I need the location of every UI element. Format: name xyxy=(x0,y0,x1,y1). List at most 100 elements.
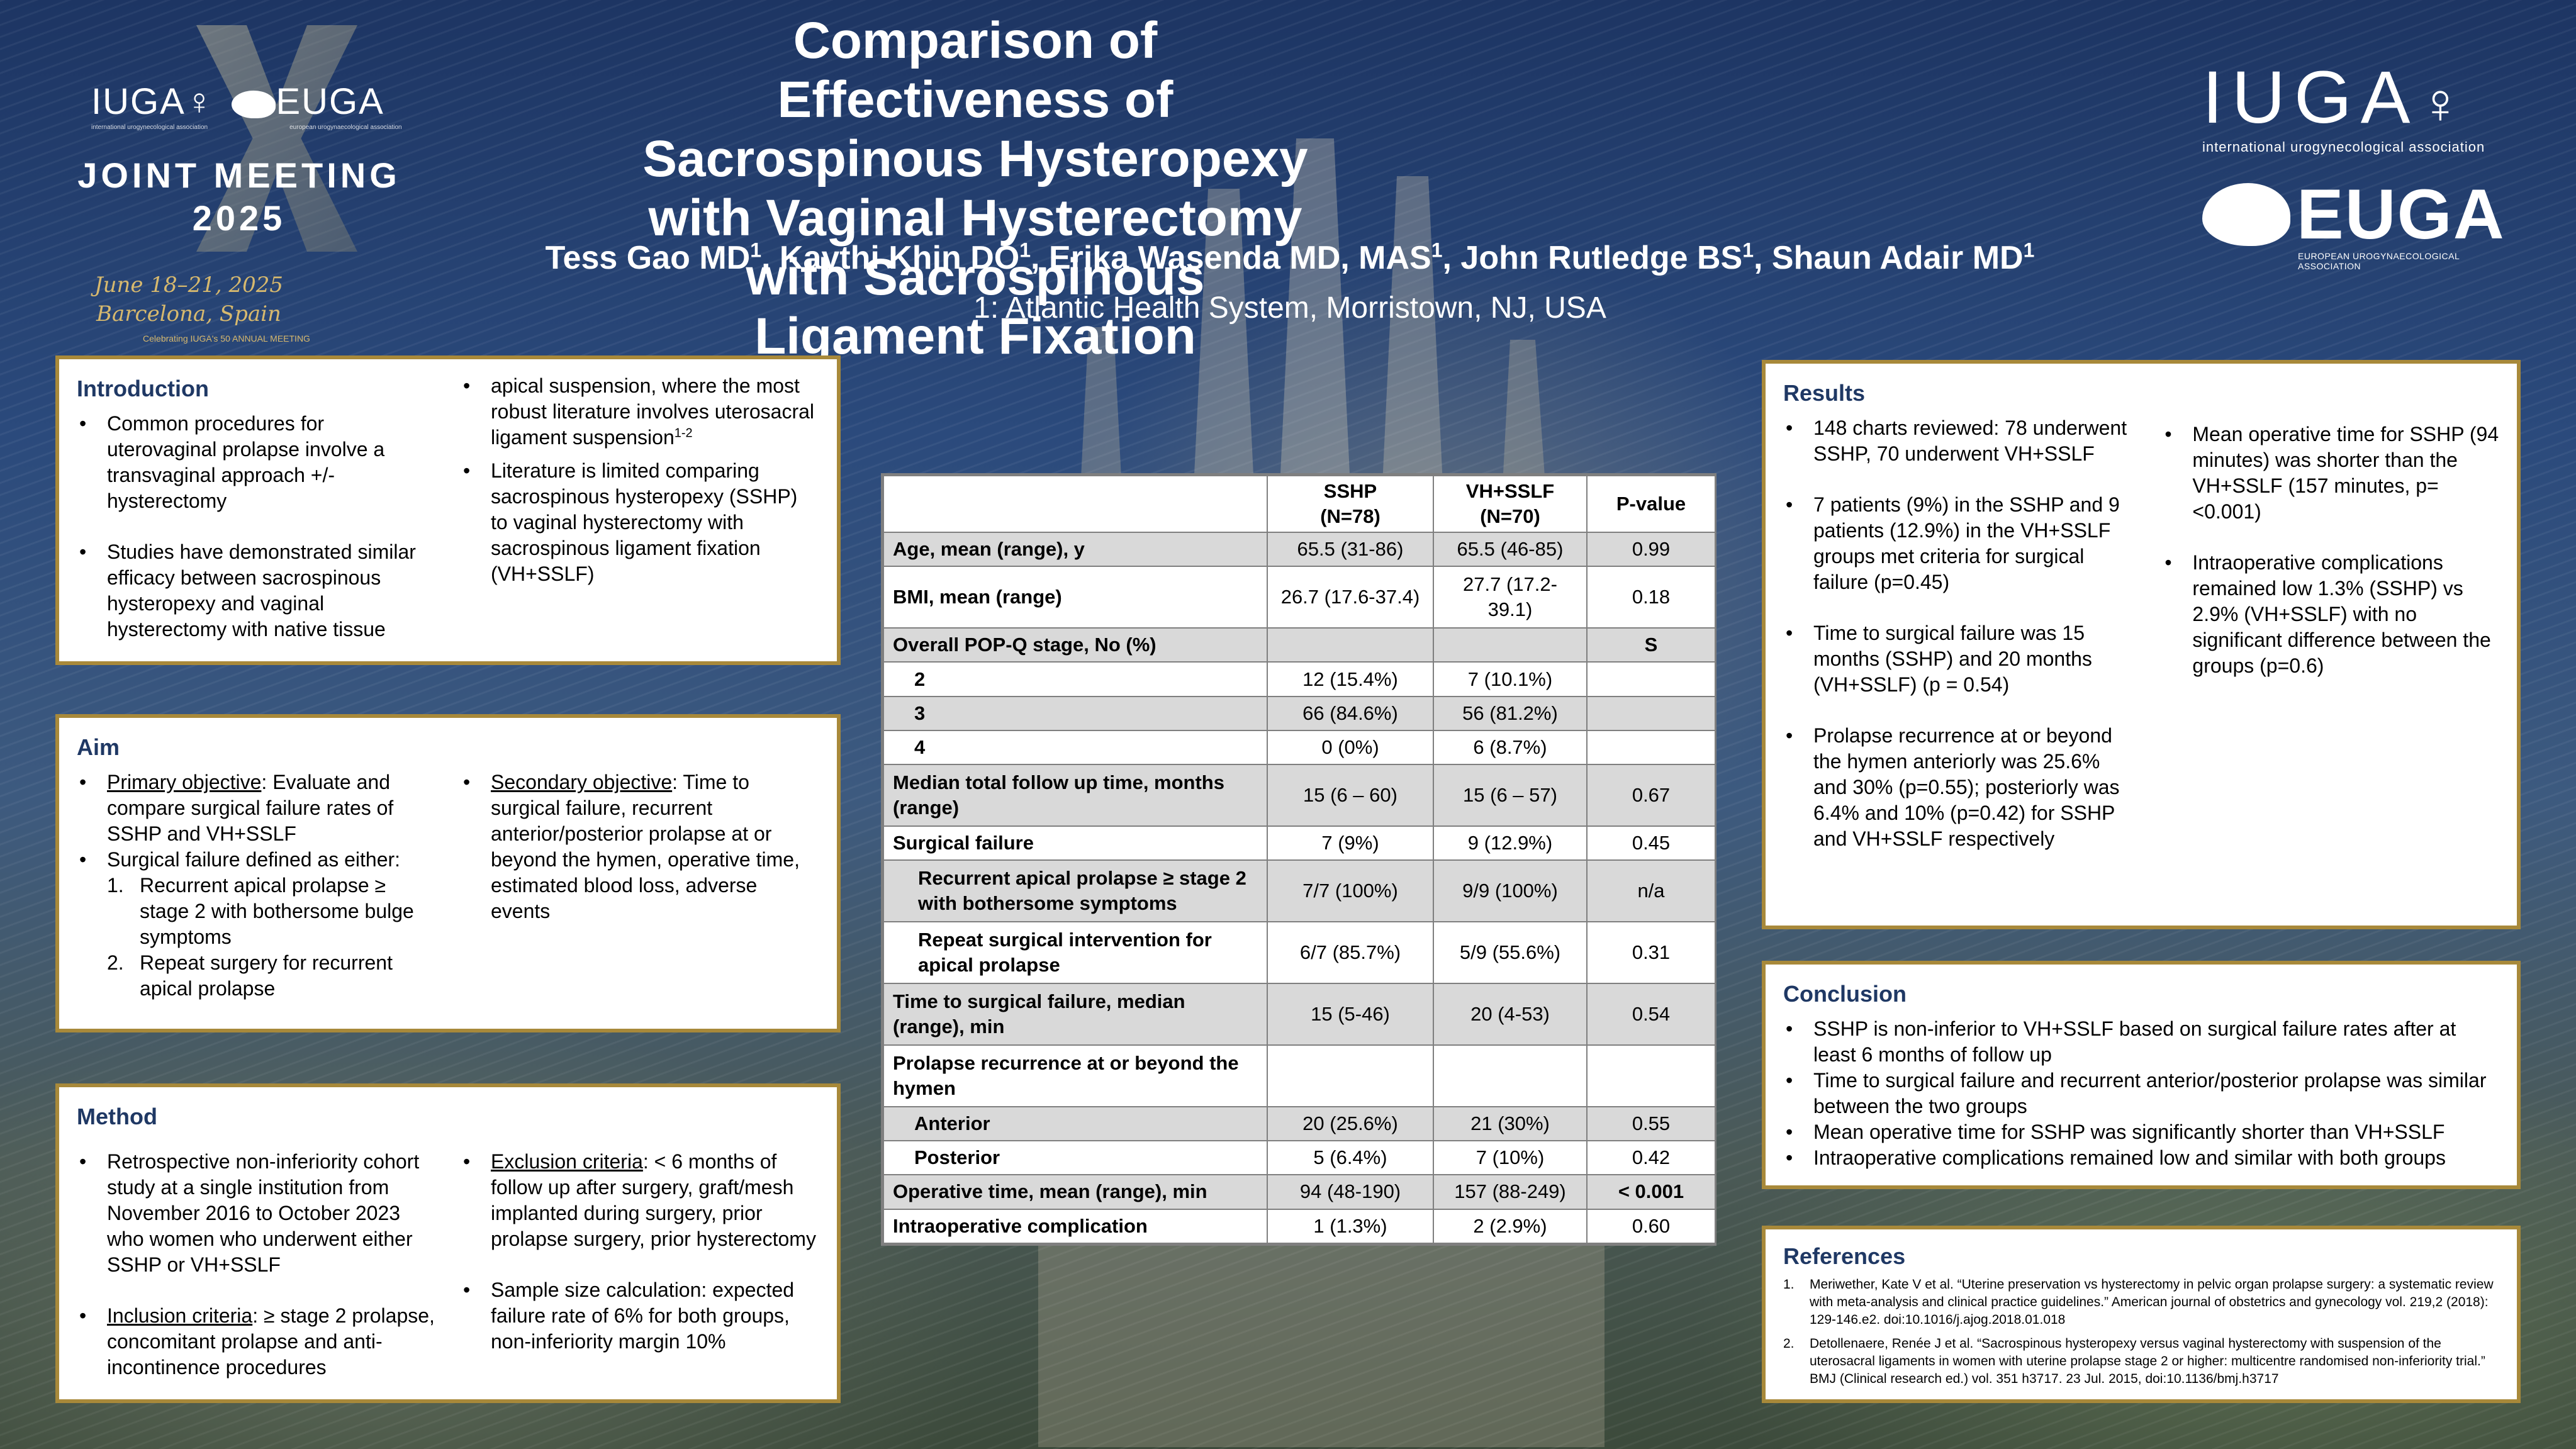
cell-vh-sslf: 65.5 (46-85) xyxy=(1433,531,1588,568)
table-row: Anterior 20 (25.6%) 21 (30%) 0.55 xyxy=(883,1105,1716,1141)
method-heading: Method xyxy=(77,1104,157,1129)
column-header-sshp: SSHP (N=78) xyxy=(1267,475,1434,533)
results-table: SSHP (N=78) VH+SSLF (N=70) P-value Age, me… xyxy=(883,475,1716,1244)
cell-vh-sslf: 56 (81.2%) xyxy=(1433,695,1588,732)
cell-p-value: 0.99 xyxy=(1586,531,1716,568)
cell-vh-sslf: 9/9 (100%) xyxy=(1433,859,1588,923)
cell-sshp: 15 (5-46) xyxy=(1267,983,1434,1046)
table-row: 2 12 (15.4%) 7 (10.1%) xyxy=(883,661,1716,697)
cell-p-value: S xyxy=(1586,627,1716,663)
iuga-euga-joint-meeting-logo: IUGA♀ EUGA international urogynecologica… xyxy=(63,25,415,344)
list-item: SSHP is non-inferior to VH+SSLF based on… xyxy=(1783,1016,2499,1068)
column-header-vh-sslf: VH+SSLF (N=70) xyxy=(1433,475,1588,533)
aim-heading: Aim xyxy=(77,734,120,760)
event-location: Barcelona, Spain xyxy=(96,301,281,327)
list-item: Exclusion criteria: < 6 months of follow… xyxy=(461,1149,819,1252)
logo-left-iuga: IUGA xyxy=(91,81,186,122)
cell-vh-sslf xyxy=(1433,1044,1588,1107)
logo-right-iuga: IUGA xyxy=(2202,56,2419,139)
list-item: 1. Recurrent apical prolapse ≥ stage 2 wi… xyxy=(107,874,414,948)
list-item: Intraoperative complications remained lo… xyxy=(1783,1145,2499,1171)
list-item: Studies have demonstrated similar effica… xyxy=(77,539,435,642)
cell-sshp: 94 (48-190) xyxy=(1267,1174,1434,1210)
results-table-container: SSHP (N=78) VH+SSLF (N=70) P-value Age, me… xyxy=(881,473,1716,1246)
euga-blob-icon xyxy=(2202,183,2290,246)
cell-p-value: 0.67 xyxy=(1586,764,1716,827)
logo-left-iuga-sub: international urogynecological associati… xyxy=(91,124,208,131)
cell-sshp: 6/7 (85.7%) xyxy=(1267,921,1434,984)
female-symbol-icon: ♀ xyxy=(2419,72,2470,135)
references-heading: References xyxy=(1783,1243,1906,1269)
list-item: 7 patients (9%) in the SSHP and 9 patien… xyxy=(1783,492,2137,595)
table-row: 3 66 (84.6%) 56 (81.2%) xyxy=(883,695,1716,732)
cell-vh-sslf: 15 (6 – 57) xyxy=(1433,764,1588,827)
cell-sshp: 1 (1.3%) xyxy=(1267,1208,1434,1244)
cell-sshp: 7 (9%) xyxy=(1267,825,1434,861)
author-list: Tess Gao MD1, Kaythi Khin DO1, Erika Was… xyxy=(545,238,2035,276)
table-row: Recurrent apical prolapse ≥ stage 2 with… xyxy=(883,859,1716,923)
list-item: Sample size calculation: expected failur… xyxy=(461,1277,819,1355)
table-row: Posterior 5 (6.4%) 7 (10%) 0.42 xyxy=(883,1139,1716,1176)
logo-left-euga: EUGA xyxy=(276,81,384,122)
cell-sshp: 15 (6 – 60) xyxy=(1267,764,1434,827)
list-item: Mean operative time for SSHP (94 minutes… xyxy=(2162,422,2499,525)
cell-p-value xyxy=(1586,1044,1716,1107)
cell-sshp xyxy=(1267,627,1434,663)
list-item: Retrospective non-inferiority cohort stu… xyxy=(77,1149,435,1278)
row-label: Operative time, mean (range), min xyxy=(883,1174,1268,1210)
event-date: June 18–21, 2025 xyxy=(94,272,284,298)
logo-right-iuga-sub: international urogynecological associati… xyxy=(2202,139,2485,155)
row-label: 4 xyxy=(883,730,1268,766)
cell-p-value xyxy=(1586,695,1716,732)
column-header-p-value: P-value xyxy=(1586,475,1716,533)
cell-p-value: 0.55 xyxy=(1586,1105,1716,1141)
list-item: 2. Repeat surgery for recurrent apical pr… xyxy=(107,951,393,1000)
aim-panel: Aim Primary objective: Evaluate and comp… xyxy=(55,714,841,1032)
table-row: Prolapse recurrence at or beyond the hym… xyxy=(883,1044,1716,1107)
cell-p-value: 0.54 xyxy=(1586,983,1716,1046)
female-symbol-icon: ♀ xyxy=(185,81,215,122)
row-label: Overall POP-Q stage, No (%) xyxy=(883,627,1268,663)
list-item: Common procedures for uterovaginal prola… xyxy=(77,411,435,514)
table-row: Operative time, mean (range), min 94 (48-… xyxy=(883,1174,1716,1210)
row-label: Repeat surgical intervention for apical … xyxy=(883,921,1268,984)
table-row: Age, mean (range), y 65.5 (31-86) 65.5 (46… xyxy=(883,531,1716,568)
event-name: JOINT MEETING xyxy=(77,155,401,195)
cell-sshp: 20 (25.6%) xyxy=(1267,1105,1434,1141)
iuga-euga-logo: IUGA♀ international urogynecological ass… xyxy=(2202,60,2511,271)
cell-vh-sslf: 6 (8.7%) xyxy=(1433,730,1588,766)
cell-sshp: 66 (84.6%) xyxy=(1267,695,1434,732)
conclusion-heading: Conclusion xyxy=(1783,981,1907,1007)
cell-sshp: 12 (15.4%) xyxy=(1267,661,1434,697)
list-item: Prolapse recurrence at or beyond the hym… xyxy=(1783,723,2137,852)
cell-vh-sslf: 21 (30%) xyxy=(1433,1105,1588,1141)
row-label: Surgical failure xyxy=(883,825,1268,861)
list-item: Literature is limited comparing sacrospi… xyxy=(461,458,819,587)
poster-title: Comparison of Effectiveness of Sacrospin… xyxy=(642,12,1308,365)
reference-item: 1. Meriwether, Kate V et al. “Uterine pre… xyxy=(1783,1277,2494,1327)
row-label: Posterior xyxy=(883,1139,1268,1176)
table-row: Intraoperative complication 1 (1.3%) 2 (2.… xyxy=(883,1208,1716,1244)
list-item-continued: • apical suspension, where the most robus… xyxy=(461,373,819,450)
cell-sshp: 65.5 (31-86) xyxy=(1267,531,1434,568)
event-year: 2025 xyxy=(192,198,286,238)
cell-vh-sslf: 7 (10%) xyxy=(1433,1139,1588,1176)
cell-vh-sslf: 27.7 (17.2-39.1) xyxy=(1433,566,1588,629)
table-row: Surgical failure 7 (9%) 9 (12.9%) 0.45 xyxy=(883,825,1716,861)
method-panel: Method Retrospective non-inferiority coh… xyxy=(55,1083,841,1403)
cell-vh-sslf: 5/9 (55.6%) xyxy=(1433,921,1588,984)
table-row: Median total follow up time, months (ran… xyxy=(883,764,1716,827)
conclusion-panel: Conclusion SSHP is non-inferior to VH+SS… xyxy=(1762,961,2521,1189)
cell-vh-sslf xyxy=(1433,627,1588,663)
references-panel: References 1. Meriwether, Kate V et al. “… xyxy=(1762,1226,2521,1403)
cell-vh-sslf: 7 (10.1%) xyxy=(1433,661,1588,697)
logo-right-euga: EUGA xyxy=(2297,175,2506,254)
results-panel: Results 148 charts reviewed: 78 underwen… xyxy=(1762,360,2521,929)
row-label: 3 xyxy=(883,695,1268,732)
list-item: 148 charts reviewed: 78 underwent SSHP, … xyxy=(1783,415,2137,467)
author-name: Kaythi Khin DO xyxy=(779,240,1020,276)
introduction-panel: Introduction Common procedures for utero… xyxy=(55,355,841,665)
table-row: Repeat surgical intervention for apical … xyxy=(883,921,1716,984)
row-label: Prolapse recurrence at or beyond the hym… xyxy=(883,1044,1268,1107)
author-name: John Rutledge BS xyxy=(1460,240,1743,276)
